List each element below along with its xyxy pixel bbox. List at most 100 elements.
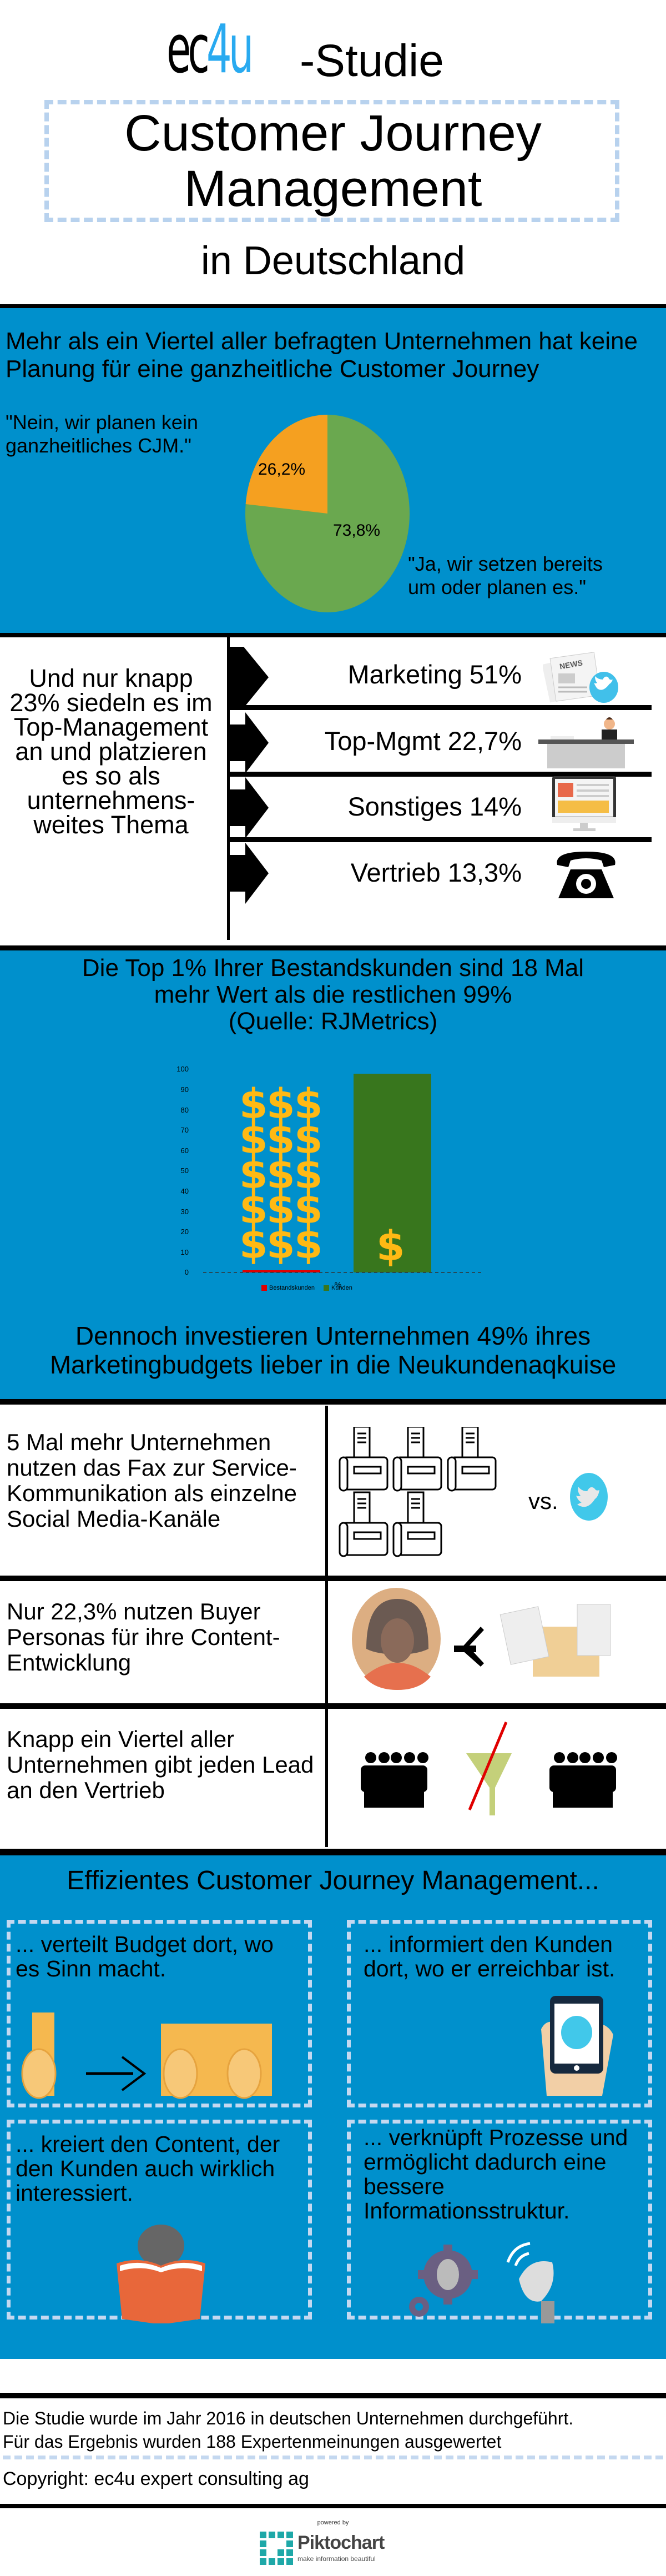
page-title-line1: Customer Journey [124,105,542,162]
legend-swatch-green [323,1285,329,1291]
department-row-marketing: Marketing 51% [347,660,522,689]
leads-funnel-icon [361,1722,617,1815]
pie-label-no: "Nein, wir planen kein ganzheitliches CJ… [6,411,198,457]
divider [0,2504,666,2508]
svg-text:$: $ [266,1080,295,1128]
y-tick: 100 [176,1065,189,1073]
manager-desk-icon [538,717,634,768]
cjm-card-content-text: ... kreiert den Content, der den Kunden … [16,2131,280,2206]
svg-text:$: $ [266,1115,295,1163]
bar-kunden [354,1074,431,1272]
y-tick: 40 [180,1187,189,1195]
gear-satellite-icon [409,2242,554,2323]
department-row-vertrieb: Vertrieb 13,3% [350,858,522,887]
study-info: Die Studie wurde im Jahr 2016 in deutsch… [3,2407,573,2453]
satellite-dish-icon [506,2242,554,2323]
page-title-line2: Management [184,160,482,217]
bar-chart-section [0,950,666,1400]
dollar-stack-icon: $$$ $$$ $$$ $$$ $$$ $ [239,1080,405,1270]
x-axis-label: % [335,1280,341,1289]
persona-fact-text: Nur 22,3% nutzen Buyer Personas für ihre… [7,1598,280,1676]
vs-label: vs. [528,1488,558,1514]
departments-intro-text: Und nur knapp 23% siedeln es im Top-Mana… [9,664,213,839]
people-group-icon [361,1752,428,1808]
chevron-arrow-icon [230,843,269,904]
bar-bestandskunden [243,1270,320,1272]
svg-text:$: $ [266,1150,295,1198]
buyer-persona-icon [352,1588,611,1690]
y-tick: 70 [180,1126,189,1134]
divider [0,2393,666,2398]
y-tick: 30 [180,1208,189,1216]
vertical-divider [325,1406,328,1847]
smartphone-twitter-icon [541,1996,613,2096]
copyright-text: Copyright: ec4u expert consulting ag [3,2468,309,2489]
budget-line1: Dennoch investieren Unternehmen 49% ihre… [75,1321,591,1350]
cjm-card-budget [7,1920,312,2107]
y-tick: 60 [180,1146,189,1155]
pie-value-no: 26,2% [258,460,305,479]
svg-text:$: $ [294,1220,323,1268]
piktochart-logo[interactable]: Piktochart make information beautiful [260,2532,410,2565]
bar-plot-area: $$$ $$$ $$$ $$$ $$$ $ % [203,1074,482,1289]
logo-4u: 4u [206,11,254,88]
pie-section-heading: Mehr als ein Viertel aller befragten Unt… [6,328,638,383]
svg-text:$: $ [294,1185,323,1233]
studie-label: -Studie [300,36,444,86]
svg-text:$: $ [294,1080,323,1128]
chevron-arrow-icon [230,712,269,773]
department-row-top-mgmt: Top-Mgmt 22,7% [324,726,522,756]
piktochart-logo-icon [260,2532,293,2565]
svg-text:$: $ [266,1185,295,1233]
fax-machines-icon [339,1427,497,1557]
telephone-icon [557,852,615,898]
cjm-card-inform [347,1920,652,2107]
bar-chart: 100 90 80 70 60 50 40 30 20 10 0 $ $ $ $ $ $… [167,1049,500,1294]
y-tick: 20 [180,1227,189,1236]
people-group-icon [549,1752,617,1808]
divider [0,1703,666,1709]
bar-heading-line2: mehr Wert als die restlichen 99% [154,981,512,1008]
chevron-arrow-icon [230,777,269,838]
divider [0,633,666,638]
pie-value-yes: 73,8% [333,521,380,540]
y-tick: 10 [180,1248,189,1256]
piktochart-tagline: make information beautiful [297,2555,376,2563]
bar-chart-heading: Die Top 1% Ihrer Bestandskunden sind 18 … [0,955,666,1035]
divider [0,945,666,951]
reading-person-icon [117,2225,205,2323]
newspaper-twitter-icon: NEWS [543,652,618,703]
svg-text:$: $ [239,1150,268,1198]
logo-ec: ec [167,11,210,88]
bar-heading-line3: (Quelle: RJMetrics) [228,1008,438,1035]
pie-slice-no [245,415,327,514]
y-tick: 80 [180,1106,189,1114]
department-row-sonstiges: Sonstiges 14% [347,792,522,821]
budget-statement: Dennoch investieren Unternehmen 49% ihre… [0,1321,666,1379]
chart-legend: Bestandskunden Kunden [261,1285,352,1291]
cjm-card-process [347,2120,652,2320]
legend-swatch-red [261,1285,267,1291]
title-dashed-frame [44,100,619,222]
divider [0,1849,666,1855]
chevron-arrow-icon [230,647,269,708]
budget-line2: Marketingbudgets lieber in die Neukunden… [49,1350,617,1379]
cjm-card-budget-text: ... verteilt Budget dort, wo es Sinn mac… [16,1931,274,1981]
divider [0,1576,666,1581]
svg-text:$: $ [239,1115,268,1163]
pie-chart: 26,2% 73,8% [245,415,410,612]
study-info-line1: Die Studie wurde im Jahr 2016 in deutsch… [3,2408,574,2428]
pie-label-yes: "Ja, wir setzen bereits um oder planen e… [408,552,603,598]
coins-icon [21,2012,272,2099]
y-tick: 90 [180,1085,189,1094]
svg-text:$: $ [294,1115,323,1163]
y-tick: 0 [184,1268,189,1276]
divider [0,304,666,309]
row-divider [230,837,652,842]
cjm-card-process-text: ... verknüpft Prozesse und ermöglicht da… [364,2125,628,2223]
cjm-card-inform-text: ... informiert den Kunden dort, wo er er… [364,1931,615,1981]
twitter-icon [570,1473,608,1521]
svg-text:$: $ [266,1220,295,1268]
svg-text:$: $ [239,1185,268,1233]
gear-icon [409,2245,478,2317]
